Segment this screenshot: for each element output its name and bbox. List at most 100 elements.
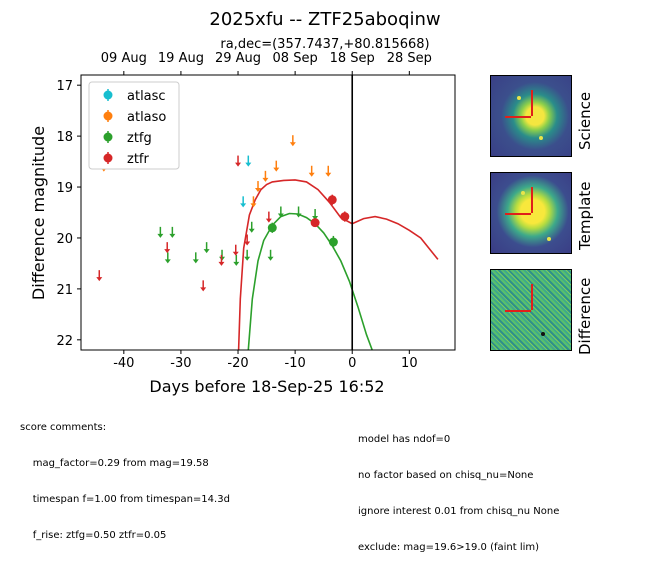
upper-limit-marker bbox=[157, 226, 164, 238]
template-label: Template bbox=[576, 181, 594, 250]
upper-limit-marker bbox=[255, 181, 262, 193]
limit-arrowhead bbox=[325, 172, 332, 177]
x-tick-label: -30 bbox=[170, 356, 191, 371]
data-point bbox=[327, 195, 337, 205]
comment-line: no factor based on chisq_nu=None bbox=[358, 470, 534, 481]
limit-arrowhead bbox=[255, 188, 262, 193]
upper-limit-marker bbox=[245, 155, 252, 167]
limit-arrowhead bbox=[203, 249, 210, 254]
upper-limit-marker bbox=[192, 252, 199, 264]
legend-box bbox=[88, 81, 180, 170]
top-date-tick-label: 18 Sep bbox=[330, 51, 375, 66]
limit-arrowhead bbox=[289, 142, 296, 147]
top-date-tick-label: 29 Aug bbox=[215, 51, 261, 66]
limit-arrowhead bbox=[277, 213, 284, 218]
x-tick-label: -40 bbox=[113, 356, 134, 371]
detection-point bbox=[267, 222, 277, 233]
marker-vertical bbox=[531, 90, 533, 116]
comment-line: timespan f=1.00 from timespan=14.3d bbox=[20, 494, 230, 505]
y-tick-label: 22 bbox=[56, 334, 73, 349]
limit-arrowhead bbox=[245, 162, 252, 167]
x-tick-label: 0 bbox=[348, 356, 356, 371]
marker-horizontal bbox=[505, 116, 531, 118]
legend-label: ztfr bbox=[127, 152, 149, 167]
detection-point bbox=[327, 194, 337, 205]
top-date-tick-label: 08 Sep bbox=[273, 51, 318, 66]
lightcurve-figure: 2025xfu -- ZTF25aboqinw ra,dec=(357.7437… bbox=[29, 9, 456, 396]
y-tick-label: 17 bbox=[56, 79, 73, 94]
comment-line: ignore interest 0.01 from chisq_nu None bbox=[358, 506, 560, 517]
model-curve-ztfr bbox=[237, 179, 439, 350]
science-label: Science bbox=[576, 91, 594, 150]
model-comments: model has ndof=0 no factor based on chis… bbox=[358, 410, 559, 566]
comment-line: mag_factor=0.29 from mag=19.58 bbox=[20, 458, 209, 469]
data-point bbox=[340, 212, 350, 222]
limit-arrowhead bbox=[312, 216, 319, 221]
upper-limit-marker bbox=[244, 234, 251, 246]
limit-arrowhead bbox=[169, 233, 176, 238]
upper-limit-marker bbox=[312, 209, 319, 221]
upper-limit-marker bbox=[235, 155, 242, 167]
upper-limit-marker bbox=[273, 160, 280, 172]
x-tick-label: -20 bbox=[227, 356, 248, 371]
legend-label: atlasc bbox=[127, 89, 166, 104]
y-tick-label: 19 bbox=[56, 181, 73, 196]
legend-marker bbox=[103, 90, 113, 100]
upper-limit-marker bbox=[289, 135, 296, 147]
comment-line: f_rise: ztfg=0.50 ztfr=0.05 bbox=[20, 530, 167, 541]
star-speck bbox=[517, 96, 521, 100]
x-axis-label: Days before 18-Sep-25 16:52 bbox=[149, 377, 384, 396]
data-point bbox=[267, 223, 277, 233]
upper-limit-marker bbox=[200, 280, 207, 292]
legend: atlasc atlaso ztfg ztfr bbox=[88, 81, 180, 170]
upper-limit-marker bbox=[248, 221, 255, 233]
upper-limit-marker bbox=[262, 170, 269, 182]
x-tick-label: 10 bbox=[401, 356, 418, 371]
legend-item-ztfr: ztfr bbox=[103, 152, 149, 167]
template-stamp bbox=[490, 172, 572, 254]
legend-item-ztfg: ztfg bbox=[103, 131, 152, 146]
y-tick-label: 18 bbox=[56, 130, 73, 145]
comment-line: score comments: bbox=[20, 422, 107, 433]
limit-arrowhead bbox=[192, 259, 199, 264]
upper-limit-marker bbox=[240, 196, 247, 208]
upper-limit-marker bbox=[218, 254, 225, 266]
limit-arrowhead bbox=[244, 256, 251, 261]
upper-limit-marker bbox=[232, 244, 239, 256]
comment-line: exclude: mag=19.6>19.0 (faint lim) bbox=[358, 542, 540, 553]
upper-limit-marker bbox=[308, 165, 315, 177]
star-speck bbox=[521, 191, 525, 195]
legend-item-atlasc: atlasc bbox=[103, 89, 166, 104]
limit-arrowhead bbox=[232, 251, 239, 256]
limit-arrowhead bbox=[273, 167, 280, 172]
residual-speck bbox=[541, 332, 545, 336]
limit-arrowhead bbox=[235, 162, 242, 167]
science-stamp bbox=[490, 75, 572, 157]
limit-arrowhead bbox=[96, 277, 103, 282]
upper-limit-marker bbox=[267, 249, 274, 261]
limit-arrowhead bbox=[164, 249, 171, 254]
data-point bbox=[310, 218, 320, 228]
figure-subtitle: ra,dec=(357.7437,+80.815668) bbox=[220, 37, 429, 52]
top-date-tick-label: 28 Sep bbox=[387, 51, 432, 66]
upper-limit-marker bbox=[203, 242, 210, 254]
upper-limit-marker bbox=[295, 206, 302, 218]
upper-limit-marker bbox=[277, 206, 284, 218]
limit-arrowhead bbox=[262, 177, 269, 182]
marker-vertical bbox=[531, 187, 533, 213]
figure-title: 2025xfu -- ZTF25aboqinw bbox=[209, 9, 440, 30]
x-tick-label: -10 bbox=[285, 356, 306, 371]
limit-arrowhead bbox=[244, 241, 251, 246]
upper-limit-marker bbox=[265, 211, 272, 223]
limit-arrowhead bbox=[248, 228, 255, 233]
legend-label: ztfg bbox=[127, 131, 152, 146]
difference-stamp bbox=[490, 269, 572, 351]
limit-arrowhead bbox=[200, 287, 207, 292]
y-tick-label: 21 bbox=[56, 283, 73, 298]
data-point bbox=[328, 237, 338, 247]
legend-marker bbox=[103, 132, 113, 142]
detection-point bbox=[340, 211, 350, 222]
comment-line: model has ndof=0 bbox=[358, 434, 451, 445]
upper-limit-marker bbox=[250, 196, 257, 208]
upper-limit-marker bbox=[164, 242, 171, 254]
